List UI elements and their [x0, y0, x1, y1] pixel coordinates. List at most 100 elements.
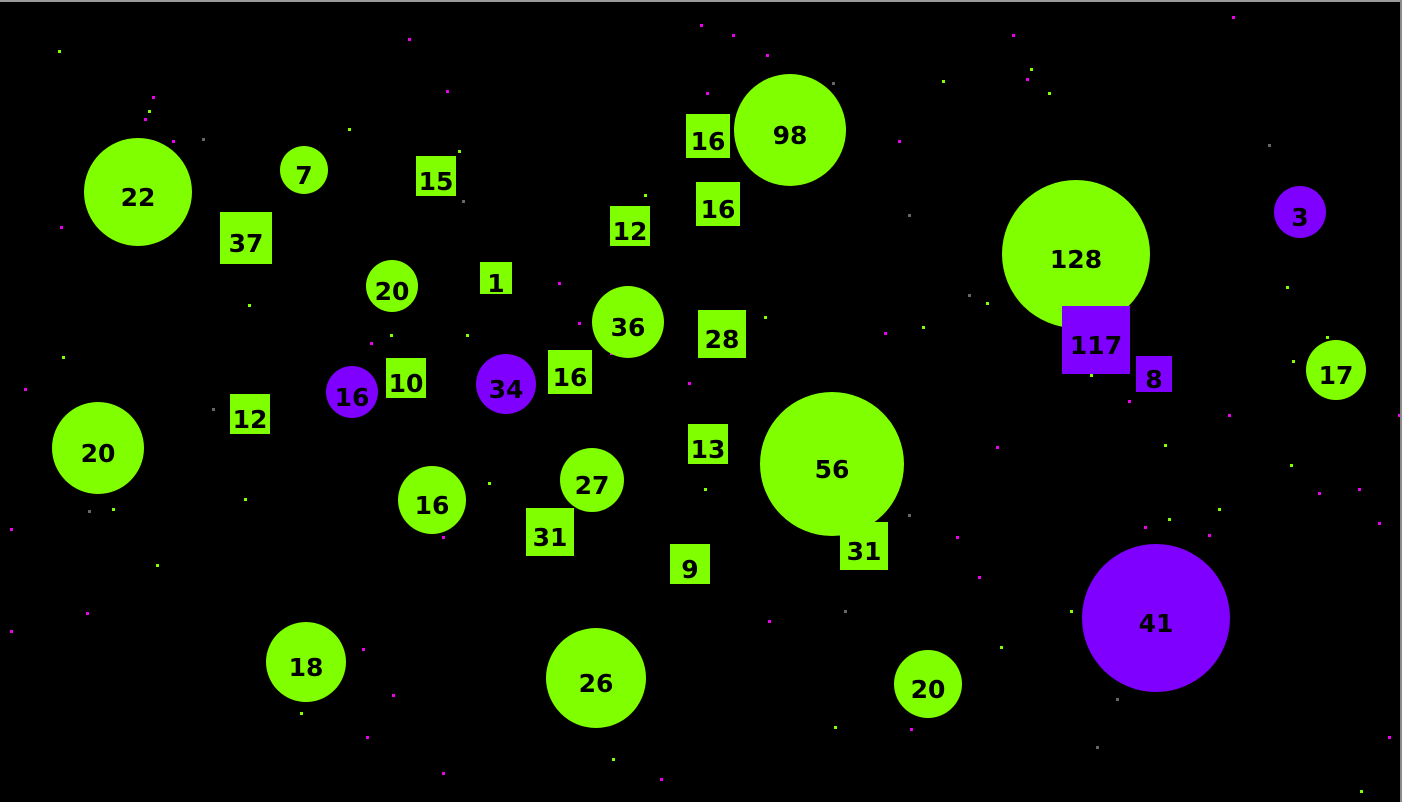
food-speck: [392, 694, 395, 697]
player-block[interactable]: 16: [696, 182, 740, 226]
player-block[interactable]: 12: [610, 206, 650, 246]
player-cell[interactable]: 27: [560, 448, 624, 512]
player-cell[interactable]: 98: [734, 74, 846, 186]
food-speck: [1268, 144, 1271, 147]
food-speck: [1030, 68, 1033, 71]
food-speck: [832, 82, 835, 85]
food-speck: [462, 200, 465, 203]
food-speck: [1144, 526, 1147, 529]
food-speck: [996, 446, 999, 449]
player-cell[interactable]: 20: [894, 650, 962, 718]
player-block[interactable]: 16: [686, 114, 730, 158]
enemy-cell[interactable]: 41: [1082, 544, 1230, 692]
food-speck: [910, 728, 913, 731]
food-speck: [300, 712, 303, 715]
food-speck: [1290, 464, 1293, 467]
player-block[interactable]: 28: [698, 310, 746, 358]
enemy-cell[interactable]: 34: [476, 354, 536, 414]
food-speck: [956, 536, 959, 539]
food-speck: [370, 342, 373, 345]
food-speck: [612, 758, 615, 761]
food-speck: [212, 408, 215, 411]
food-speck: [844, 610, 847, 613]
food-speck: [390, 334, 393, 337]
food-speck: [1208, 534, 1211, 537]
food-speck: [1286, 286, 1289, 289]
food-speck: [60, 226, 63, 229]
enemy-cell[interactable]: 3: [1274, 186, 1326, 238]
player-block[interactable]: 31: [526, 508, 574, 556]
food-speck: [488, 482, 491, 485]
food-speck: [942, 80, 945, 83]
food-speck: [58, 50, 61, 53]
food-speck: [908, 214, 911, 217]
enemy-cell[interactable]: 16: [326, 366, 378, 418]
player-cell[interactable]: 20: [52, 402, 144, 494]
food-speck: [408, 38, 411, 41]
player-cell[interactable]: 16: [398, 466, 466, 534]
player-block[interactable]: 15: [416, 156, 456, 196]
food-speck: [1026, 78, 1029, 81]
player-cell[interactable]: 17: [1306, 340, 1366, 400]
player-cell[interactable]: 56: [760, 392, 904, 536]
food-speck: [898, 140, 901, 143]
board-edge: [1400, 0, 1402, 802]
player-block[interactable]: 13: [688, 424, 728, 464]
food-speck: [700, 24, 703, 27]
player-block[interactable]: 12: [230, 394, 270, 434]
food-speck: [1096, 746, 1099, 749]
enemy-block[interactable]: 8: [1136, 356, 1172, 392]
player-cell[interactable]: 36: [592, 286, 664, 358]
player-cell[interactable]: 26: [546, 628, 646, 728]
food-speck: [834, 726, 837, 729]
player-block[interactable]: 1: [480, 262, 512, 296]
player-block[interactable]: 37: [220, 212, 272, 264]
food-speck: [446, 90, 449, 93]
food-speck: [978, 576, 981, 579]
food-speck: [1168, 518, 1171, 521]
player-cell[interactable]: 20: [366, 260, 418, 312]
food-speck: [1128, 400, 1131, 403]
food-speck: [202, 138, 205, 141]
food-speck: [1326, 336, 1329, 339]
food-speck: [458, 150, 461, 153]
food-speck: [884, 332, 887, 335]
player-cell[interactable]: 18: [266, 622, 346, 702]
food-speck: [704, 488, 707, 491]
food-speck: [768, 620, 771, 623]
food-speck: [986, 302, 989, 305]
enemy-block[interactable]: 117: [1062, 306, 1130, 374]
food-speck: [86, 612, 89, 615]
food-speck: [172, 140, 175, 143]
player-block[interactable]: 10: [386, 358, 426, 398]
food-speck: [244, 498, 247, 501]
food-speck: [922, 326, 925, 329]
food-speck: [766, 54, 769, 57]
food-speck: [1218, 508, 1221, 511]
food-speck: [1228, 414, 1231, 417]
food-speck: [1388, 736, 1391, 739]
food-speck: [1232, 16, 1235, 19]
food-speck: [24, 388, 27, 391]
food-speck: [62, 356, 65, 359]
player-block[interactable]: 9: [670, 544, 710, 584]
player-cell[interactable]: 22: [84, 138, 192, 246]
food-speck: [1292, 360, 1295, 363]
food-speck: [144, 118, 147, 121]
player-cell[interactable]: 7: [280, 146, 328, 194]
food-speck: [1398, 414, 1401, 417]
food-speck: [660, 778, 663, 781]
player-cell[interactable]: 128: [1002, 180, 1150, 328]
player-block[interactable]: 16: [548, 350, 592, 394]
food-speck: [558, 282, 561, 285]
food-speck: [442, 772, 445, 775]
food-speck: [1090, 374, 1093, 377]
food-speck: [968, 294, 971, 297]
food-speck: [112, 508, 115, 511]
food-speck: [1012, 34, 1015, 37]
food-speck: [152, 96, 155, 99]
food-speck: [362, 648, 365, 651]
player-block[interactable]: 31: [840, 522, 888, 570]
food-speck: [706, 92, 709, 95]
